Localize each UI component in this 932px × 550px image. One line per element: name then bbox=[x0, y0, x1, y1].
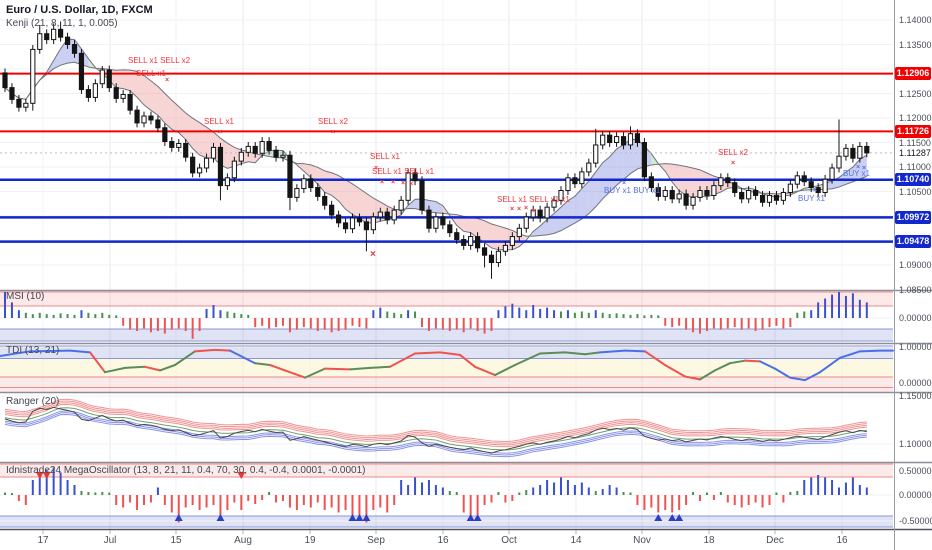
buy-marker-icon: × bbox=[862, 165, 867, 172]
pane-title-mega-oscillator[interactable]: Idnistrade24 MegaOscillator (13, 8, 21, … bbox=[6, 465, 366, 476]
sell-marker-icon: × bbox=[374, 165, 379, 172]
time-axis-label: 19 bbox=[304, 535, 316, 546]
price-level-badge: 1.10740 bbox=[895, 173, 931, 187]
price-tick: 1.11000 bbox=[899, 162, 931, 172]
sell-signal-label: SELL x2 bbox=[318, 117, 348, 126]
price-tick: 1.12000 bbox=[899, 113, 932, 123]
buy-triangle-icon bbox=[348, 514, 357, 521]
sell-marker-icon: × bbox=[370, 249, 376, 260]
pane-tick-ranger: 1.10000 bbox=[899, 439, 932, 449]
time-axis-label: Sep bbox=[367, 535, 385, 546]
sell-triangle-icon bbox=[35, 472, 44, 479]
sell-signal-label: SELL x1 SELL x1 bbox=[372, 167, 435, 176]
sell-signal-label: SELL x1 bbox=[370, 152, 400, 161]
buy-marker-icon: × bbox=[622, 180, 627, 187]
time-axis-label: 15 bbox=[170, 535, 182, 546]
sell-triangle-icon bbox=[237, 472, 246, 479]
price-tick: 1.08500 bbox=[899, 284, 932, 295]
price-tick: 1.12500 bbox=[899, 88, 932, 99]
sell-marker-icon: × bbox=[380, 179, 385, 186]
sell-marker-icon: × bbox=[409, 181, 414, 188]
time-axis-label: 17 bbox=[37, 535, 49, 546]
buy-marker-icon: × bbox=[813, 187, 818, 194]
price-tick: 1.11500 bbox=[899, 137, 931, 148]
sell-triangle-icon bbox=[42, 472, 51, 479]
pane-tick-mega: 0.00000 bbox=[899, 490, 932, 500]
sell-marker-icon: × bbox=[331, 129, 336, 136]
sell-marker-icon: × bbox=[218, 129, 223, 136]
price-level-badge: 1.12906 bbox=[895, 67, 931, 81]
sell-signal-label: SELL x2 bbox=[718, 148, 748, 157]
price-level-badge: 1.11726 bbox=[895, 124, 931, 138]
buy-signal-label: BUY x1 bbox=[843, 169, 870, 178]
buy-triangle-icon bbox=[473, 514, 482, 521]
pane-tick-ranger: 1.15000 bbox=[899, 391, 932, 401]
pane-title-ranger[interactable]: Ranger (20) bbox=[6, 396, 60, 407]
sell-signal-label: SELL x1 bbox=[136, 69, 166, 78]
sell-signal-label: SELL x1 SELL x2 bbox=[128, 56, 191, 65]
pane-title-msi[interactable]: MSI (10) bbox=[6, 291, 45, 302]
time-axis-label: 18 bbox=[703, 535, 715, 546]
time-axis-label: Aug bbox=[234, 535, 252, 546]
last-price-label: 1.11287 bbox=[899, 147, 931, 158]
sell-marker-icon: × bbox=[532, 208, 537, 215]
time-axis-label: Oct bbox=[501, 535, 517, 546]
sell-marker-icon: × bbox=[391, 179, 396, 186]
candles-layer bbox=[2, 21, 870, 279]
time-axis-label: 16 bbox=[437, 535, 449, 546]
buy-triangle-icon bbox=[174, 514, 183, 521]
pane-tick-tdi: 1.00000 bbox=[899, 342, 932, 352]
buy-signal-label: BUY x1 BUY x1 bbox=[604, 186, 661, 195]
buy-signal-label: BUY x1 bbox=[798, 194, 825, 203]
buy-triangle-icon bbox=[362, 514, 371, 521]
sell-marker-icon: × bbox=[731, 160, 736, 167]
buy-marker-icon: × bbox=[856, 164, 861, 171]
buy-triangle-icon bbox=[675, 514, 684, 521]
symbol-title[interactable]: Euro / U.S. Dollar, 1D, FXCM bbox=[6, 4, 153, 16]
time-axis-label: Jul bbox=[103, 535, 117, 546]
time-axis-label: 14 bbox=[570, 535, 582, 546]
pane-tick-mega: -0.50000 bbox=[899, 516, 932, 526]
buy-triangle-icon bbox=[654, 514, 663, 521]
sell-marker-icon: × bbox=[510, 206, 515, 213]
pane-title-tdi[interactable]: TDI (13, 21) bbox=[6, 345, 60, 356]
pane-tick-msi: 0.00000 bbox=[899, 313, 932, 323]
indicator-title[interactable]: Kenji (21, 8, 11, 1, 0.005) bbox=[6, 18, 118, 29]
buy-triangle-icon bbox=[668, 514, 677, 521]
sell-marker-icon: × bbox=[524, 205, 529, 212]
sell-signal-label: SELL x1 SELL x1 x1 bbox=[497, 195, 570, 204]
price-tick: 1.14000 bbox=[899, 15, 932, 25]
sell-marker-icon: × bbox=[401, 180, 406, 187]
time-axis-label: 16 bbox=[836, 535, 848, 546]
price-tick: 1.10500 bbox=[899, 186, 932, 197]
buy-triangle-icon bbox=[216, 514, 225, 521]
sell-marker-icon: × bbox=[165, 77, 170, 84]
price-level-badge: 1.09972 bbox=[895, 210, 931, 224]
price-level-badge: 1.09478 bbox=[895, 235, 931, 249]
time-axis-label: Nov bbox=[633, 535, 651, 546]
sell-signal-label: SELL x1 bbox=[204, 117, 234, 126]
price-tick: 1.09000 bbox=[899, 260, 932, 270]
buy-triangle-icon bbox=[355, 514, 364, 521]
pane-tick-mega: 0.50000 bbox=[899, 466, 932, 476]
sell-marker-icon: × bbox=[517, 206, 522, 213]
buy-triangle-icon bbox=[466, 514, 475, 521]
price-tick: 1.13500 bbox=[899, 39, 932, 50]
pane-tick-tdi: 0.00000 bbox=[899, 378, 932, 388]
time-axis-label: Dec bbox=[766, 535, 784, 546]
